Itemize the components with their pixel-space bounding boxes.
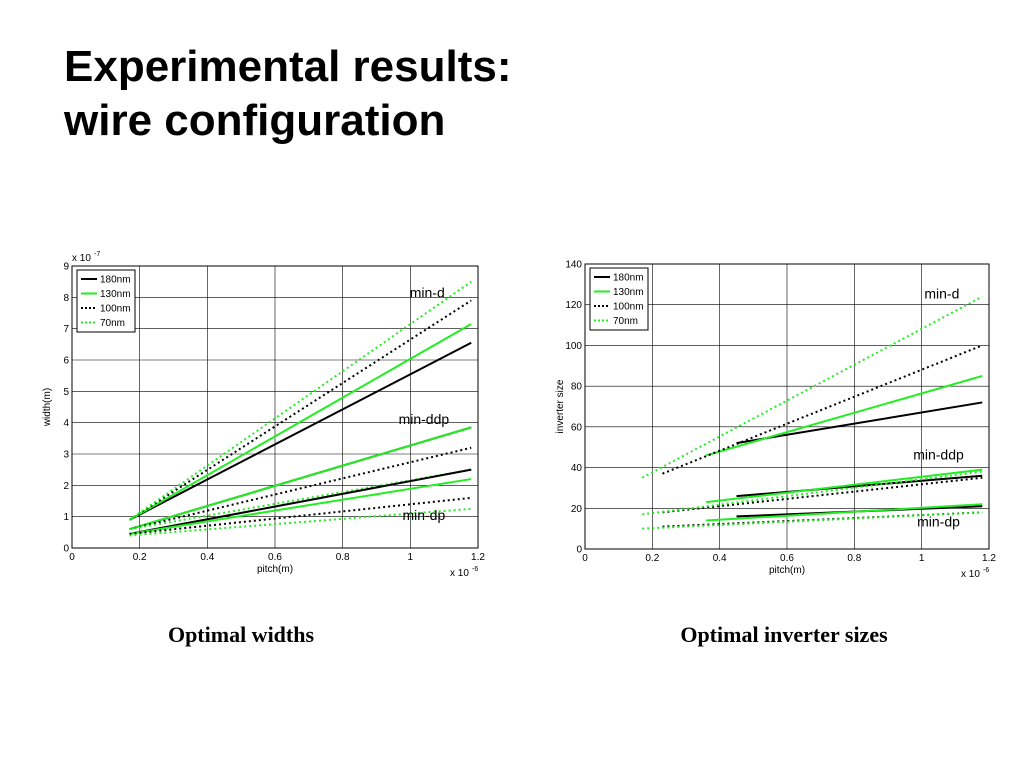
y-tick-label: 6	[63, 356, 69, 367]
x-axis-exponent: -6	[983, 567, 989, 574]
caption-optimal-widths: Optimal widths	[167, 622, 315, 647]
x-tick-label: 0.2	[133, 552, 147, 563]
series-line-70nm-min-d	[641, 295, 983, 479]
series-line-70nm-min-dp	[129, 507, 472, 537]
series-line-100nm-min-dp	[129, 496, 472, 535]
y-tick-label: 40	[571, 463, 583, 474]
series-line-180nm-min-dp	[129, 468, 472, 535]
x-tick-label: 1.2	[982, 553, 996, 564]
x-axis-exponent: -6	[472, 566, 478, 573]
y-tick-label: 100	[565, 341, 582, 352]
y-tick-label: 120	[565, 300, 582, 311]
legend-label-180nm: 180nm	[100, 275, 131, 286]
x-tick-label: 1.2	[471, 552, 485, 563]
series-line-180nm-min-d	[129, 341, 472, 521]
x-axis-label: pitch(m)	[257, 564, 293, 575]
y-tick-label: 5	[63, 387, 69, 398]
series-line-70nm-min-ddp	[642, 470, 983, 516]
x-tick-label: 0.4	[713, 553, 727, 564]
series-line-100nm-min-ddp	[129, 446, 472, 531]
plot-frame	[71, 265, 479, 549]
x-tick-label: 1	[919, 553, 925, 564]
legend-label-130nm: 130nm	[613, 287, 644, 298]
plot-frame	[584, 263, 990, 550]
legend-label-130nm: 130nm	[100, 289, 131, 300]
series-line-130nm-min-d	[129, 323, 472, 521]
y-tick-label: 0	[63, 544, 69, 555]
legend-label-180nm: 180nm	[613, 273, 644, 284]
legend-label-100nm: 100nm	[613, 302, 644, 313]
x-tick-label: 0	[582, 553, 588, 564]
y-tick-label: 20	[571, 504, 583, 515]
x-tick-label: 0.8	[336, 552, 350, 563]
series-line-180nm-min-d	[736, 401, 983, 445]
y-axis-label: inverter size	[555, 379, 566, 433]
y-axis-exponent: -7	[94, 251, 100, 258]
series-line-130nm-min-dp	[129, 478, 472, 535]
y-axis-multiplier: x 10	[72, 253, 91, 264]
legend-label-70nm: 70nm	[613, 316, 638, 327]
y-tick-label: 7	[63, 324, 69, 335]
x-tick-label: 0.2	[645, 553, 659, 564]
x-axis-label: pitch(m)	[769, 565, 805, 576]
annotation-min-dp: min-dp	[917, 514, 960, 530]
y-tick-label: 9	[63, 262, 69, 273]
y-tick-label: 8	[63, 293, 69, 304]
series-line-130nm-min-dp	[706, 503, 983, 522]
x-tick-label: 0.8	[847, 553, 861, 564]
series-line-70nm-min-dp	[642, 511, 983, 530]
y-tick-label: 0	[576, 545, 582, 556]
x-axis-multiplier: x 10	[961, 569, 980, 580]
legend-label-100nm: 100nm	[100, 304, 131, 315]
x-tick-label: 1	[408, 552, 414, 563]
series-line-130nm-min-ddp	[129, 426, 472, 531]
y-tick-label: 140	[565, 260, 582, 271]
y-tick-label: 80	[571, 382, 583, 393]
legend-box	[76, 269, 136, 333]
series-line-180nm-min-ddp	[736, 474, 983, 498]
annotation-min-ddp: min-ddp	[913, 446, 964, 462]
slide-title-line-2: wire configuration	[64, 96, 446, 145]
x-tick-label: 0.4	[200, 552, 214, 563]
series-line-130nm-min-d	[705, 375, 983, 457]
annotation-min-ddp: min-ddp	[399, 411, 450, 427]
y-tick-label: 3	[63, 450, 69, 461]
x-axis-multiplier: x 10	[450, 568, 469, 579]
slide-title-line-1: Experimental results:	[64, 42, 512, 91]
x-tick-label: 0	[69, 552, 75, 563]
y-tick-label: 1	[63, 512, 69, 523]
y-tick-label: 60	[571, 422, 583, 433]
series-line-100nm-min-ddp	[662, 476, 983, 514]
x-tick-label: 0.6	[780, 553, 794, 564]
series-line-130nm-min-ddp	[706, 468, 983, 504]
annotation-min-dp: min-dp	[402, 507, 445, 523]
y-tick-label: 4	[63, 418, 69, 429]
legend-label-70nm: 70nm	[100, 318, 125, 329]
annotation-min-d: min-d	[924, 286, 959, 302]
x-tick-label: 0.6	[268, 552, 282, 563]
caption-optimal-inverter-sizes: Optimal inverter sizes	[680, 622, 888, 647]
y-axis-label: width(m)	[42, 388, 53, 427]
slide-title: Experimental results: wire configuration	[64, 40, 512, 148]
y-tick-label: 2	[63, 481, 69, 492]
annotation-min-d: min-d	[410, 284, 445, 300]
